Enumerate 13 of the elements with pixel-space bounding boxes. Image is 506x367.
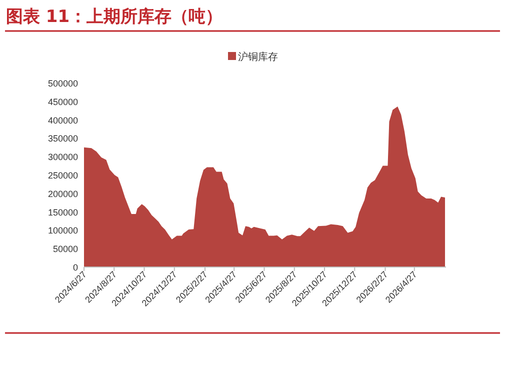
chart-title: 图表 11：上期所库存（吨） — [6, 7, 223, 27]
y-tick-label: 450000 — [48, 96, 78, 107]
y-tick-label: 0 — [72, 262, 78, 272]
y-tick-label: 300000 — [48, 152, 78, 162]
y-tick-label: 200000 — [48, 188, 78, 199]
legend-label: 沪铜库存 — [238, 51, 278, 63]
y-tick-label: 100000 — [48, 226, 78, 236]
y-tick-label: 250000 — [48, 170, 78, 180]
y-tick-label: 50000 — [52, 244, 78, 254]
y-tick-label: 500000 — [48, 78, 78, 88]
y-tick-label: 350000 — [48, 134, 78, 144]
y-tick-label: 400000 — [48, 115, 78, 126]
y-tick-label: 150000 — [48, 207, 78, 218]
